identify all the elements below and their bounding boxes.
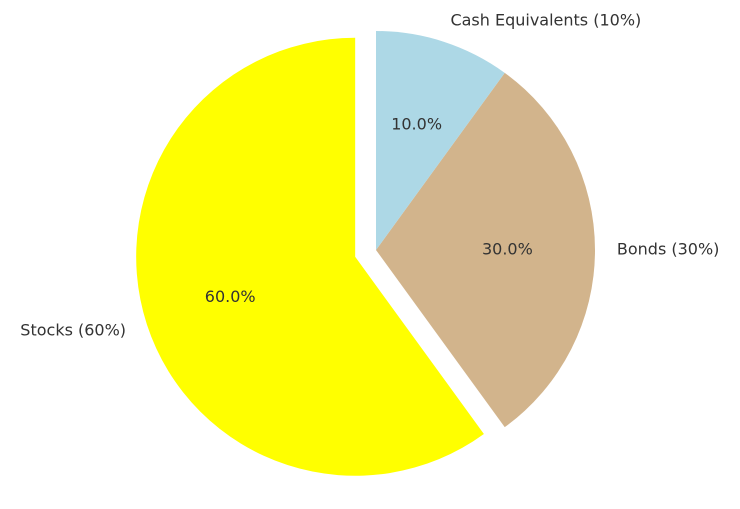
- slice-label: Stocks (60%): [20, 321, 126, 340]
- slice-label: Bonds (30%): [617, 240, 720, 259]
- value-label: 30.0%: [482, 240, 533, 259]
- slice-label: Cash Equivalents (10%): [450, 10, 641, 29]
- pie-slice: [136, 37, 484, 476]
- pie-slice: [376, 31, 505, 250]
- pie-slice: [376, 72, 595, 428]
- value-label: 60.0%: [205, 287, 256, 306]
- value-label: 10.0%: [391, 115, 442, 134]
